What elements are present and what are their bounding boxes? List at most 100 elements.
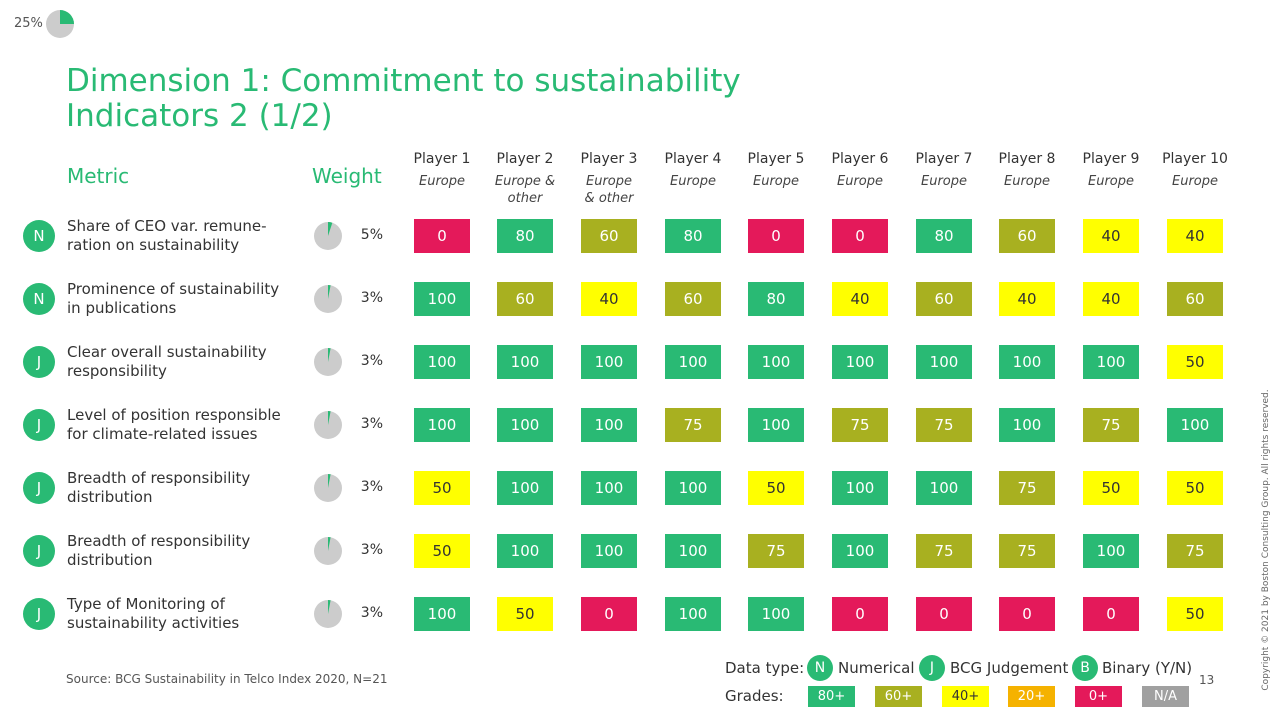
score-cell: 40 <box>999 282 1055 316</box>
score-cell: 100 <box>999 345 1055 379</box>
weight-value: 3% <box>360 416 383 432</box>
legend-label-binary: Binary (Y/N) <box>1102 659 1193 677</box>
weight-pie-slice <box>328 222 333 236</box>
weight-value: 3% <box>360 605 383 621</box>
page-number: 13 <box>1199 673 1215 687</box>
metric-label: Type of Monitoring of sustainability act… <box>67 595 240 632</box>
score-cell: 100 <box>916 345 972 379</box>
score-cell: 75 <box>916 534 972 568</box>
progress-pie-icon <box>46 10 74 38</box>
score-cell: 100 <box>832 534 888 568</box>
legend-badge-binary: B <box>1072 655 1098 681</box>
player-header: Player 1 Europe <box>397 150 487 190</box>
score-cell: 0 <box>999 597 1055 631</box>
score-cell: 100 <box>1083 534 1139 568</box>
score-cell: 100 <box>497 408 553 442</box>
player-region: Europe <box>669 174 716 189</box>
score-cell: 100 <box>665 534 721 568</box>
page-title: Dimension 1: Commitment to sustainabilit… <box>66 63 741 99</box>
score-cell: 100 <box>665 345 721 379</box>
score-cell: 100 <box>497 471 553 505</box>
score-cell: 80 <box>665 219 721 253</box>
weight-value: 5% <box>360 227 383 243</box>
score-cell: 100 <box>497 345 553 379</box>
data-type-badge: J <box>23 409 55 441</box>
score-cell: 100 <box>414 408 470 442</box>
metric-label: Clear overall sustainability responsibil… <box>67 343 267 380</box>
grade-chip-0: 0+ <box>1075 686 1122 707</box>
metric-label: Prominence of sustainability in publicat… <box>67 280 280 317</box>
score-cell: 100 <box>748 597 804 631</box>
weight-value: 3% <box>360 542 383 558</box>
score-cell: 80 <box>497 219 553 253</box>
weight-pie-slice <box>328 537 331 551</box>
score-cell: 0 <box>748 219 804 253</box>
player-header: Player 6 Europe <box>815 150 905 190</box>
score-cell: 60 <box>999 219 1055 253</box>
score-cell: 100 <box>581 534 637 568</box>
player-region: Europe <box>1003 174 1050 189</box>
score-cell: 60 <box>1167 282 1223 316</box>
weight-value: 3% <box>360 290 383 306</box>
score-cell: 0 <box>916 597 972 631</box>
score-cell: 100 <box>581 408 637 442</box>
metric-label: Breadth of responsibility distribution <box>67 532 251 569</box>
weight-pie-icon <box>314 474 342 502</box>
score-cell: 100 <box>999 408 1055 442</box>
player-name: Player 9 <box>1082 151 1140 167</box>
data-type-badge: J <box>23 346 55 378</box>
score-cell: 80 <box>916 219 972 253</box>
legend-badge-judgement: J <box>919 655 945 681</box>
source-note: Source: BCG Sustainability in Telco Inde… <box>66 672 388 686</box>
data-type-badge: J <box>23 598 55 630</box>
progress-pie-slice <box>60 10 74 24</box>
player-header: Player 5 Europe <box>731 150 821 190</box>
player-header: Player 3 Europe & other <box>564 150 654 207</box>
player-header: Player 9 Europe <box>1066 150 1156 190</box>
score-cell: 100 <box>497 534 553 568</box>
metric-label: Level of position responsible for climat… <box>67 406 281 443</box>
player-header: Player 2 Europe & other <box>480 150 570 207</box>
score-cell: 50 <box>414 534 470 568</box>
score-cell: 50 <box>1167 471 1223 505</box>
player-region: Europe & other <box>494 174 556 206</box>
score-cell: 100 <box>581 471 637 505</box>
player-header: Player 7 Europe <box>899 150 989 190</box>
player-region: Europe <box>1171 174 1218 189</box>
weight-value: 3% <box>360 353 383 369</box>
weight-pie-slice <box>328 348 331 362</box>
score-cell: 40 <box>1083 219 1139 253</box>
player-region: Europe & other <box>584 174 634 206</box>
grade-chip-40: 40+ <box>942 686 989 707</box>
data-type-badge: J <box>23 535 55 567</box>
score-cell: 50 <box>1083 471 1139 505</box>
weight-pie-icon <box>314 600 342 628</box>
legend-label-judgement: BCG Judgement <box>950 659 1069 677</box>
score-cell: 100 <box>832 345 888 379</box>
grade-chip-80: 80+ <box>808 686 855 707</box>
weight-pie-icon <box>314 285 342 313</box>
player-region: Europe <box>1087 174 1134 189</box>
metric-label: Breadth of responsibility distribution <box>67 469 251 506</box>
score-cell: 100 <box>414 282 470 316</box>
score-cell: 100 <box>414 597 470 631</box>
data-type-badge: N <box>23 283 55 315</box>
player-name: Player 5 <box>747 151 805 167</box>
score-cell: 60 <box>665 282 721 316</box>
score-cell: 50 <box>748 471 804 505</box>
player-name: Player 3 <box>580 151 638 167</box>
player-header: Player 8 Europe <box>982 150 1072 190</box>
player-name: Player 7 <box>915 151 973 167</box>
player-region: Europe <box>752 174 799 189</box>
progress-percent: 25% <box>14 16 43 31</box>
score-cell: 80 <box>748 282 804 316</box>
score-cell: 60 <box>581 219 637 253</box>
player-name: Player 8 <box>998 151 1056 167</box>
score-cell: 75 <box>1083 408 1139 442</box>
score-cell: 75 <box>916 408 972 442</box>
score-cell: 50 <box>497 597 553 631</box>
copyright-notice: Copyright © 2021 by Boston Consulting Gr… <box>1261 389 1271 691</box>
metric-label: Share of CEO var. remune- ration on sust… <box>67 217 267 254</box>
score-cell: 100 <box>581 345 637 379</box>
player-name: Player 10 <box>1162 151 1228 167</box>
